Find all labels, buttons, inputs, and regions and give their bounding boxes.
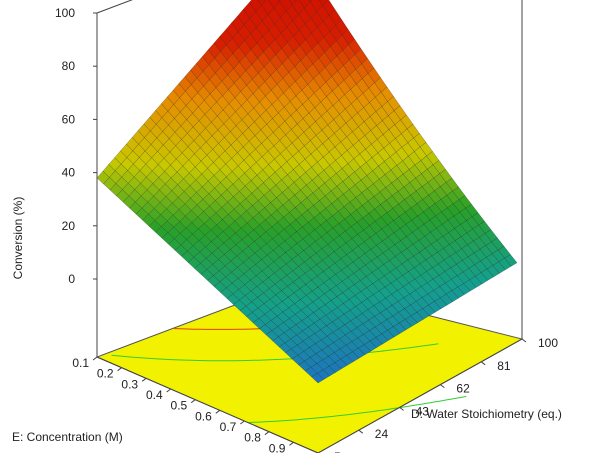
- y-tick-label: 62: [456, 382, 470, 396]
- contour-line: [247, 395, 467, 424]
- x-tick-label: 0.7: [220, 420, 237, 434]
- x-tick-label: 0.2: [97, 367, 114, 381]
- x-tick-label: 0.1: [72, 356, 89, 370]
- x-tick-label: 0.8: [244, 431, 261, 445]
- z-tick-label: 40: [62, 166, 76, 180]
- x-tick-mark: [166, 388, 171, 393]
- top-left-edge: [96, 0, 133, 14]
- z-tick-label: 80: [62, 59, 76, 73]
- y-tick-label: 100: [538, 336, 558, 350]
- x-tick-mark: [240, 420, 245, 425]
- y-tick-label: 43: [416, 404, 430, 418]
- y-tick-label: 24: [375, 427, 389, 441]
- surface-cell: [311, 373, 325, 384]
- x-tick-label: 0.5: [171, 399, 188, 413]
- x-tick-mark: [289, 441, 294, 446]
- response-surface: [96, 0, 518, 384]
- x-tick-label: 0.4: [146, 388, 163, 402]
- x-tick-label: 0.6: [195, 409, 212, 423]
- y-tick-mark: [399, 406, 404, 411]
- z-tick-label: 60: [62, 112, 76, 126]
- z-tick-label: 20: [62, 219, 76, 233]
- y-tick-mark: [440, 384, 445, 389]
- front-left-edge: [96, 356, 319, 453]
- y-tick-mark: [358, 429, 364, 434]
- y-tick-mark: [480, 361, 486, 366]
- x-tick-mark: [215, 409, 221, 414]
- surface-cell: [308, 0, 313, 3]
- front-right-edge: [317, 338, 523, 453]
- x-tick-mark: [92, 356, 98, 361]
- z-axis-label: Conversion (%): [11, 197, 25, 280]
- x-tick-mark: [141, 377, 147, 382]
- x-tick-label: 0.9: [269, 441, 286, 453]
- z-tick-label: 0: [68, 272, 75, 286]
- x-axis-label: E: Concentration (M): [12, 430, 123, 444]
- x-tick-mark: [264, 431, 270, 436]
- box-edges: [96, 338, 523, 453]
- x-tick-mark: [190, 399, 196, 404]
- y-tick-label: 81: [497, 359, 511, 373]
- y-tick-mark: [521, 338, 527, 343]
- x-tick-mark: [117, 367, 122, 372]
- x-tick-label: 0.3: [121, 377, 138, 391]
- surface-cell: [278, 0, 282, 3]
- y-axis-label: D: Water Stoichiometry (eq.): [411, 407, 562, 421]
- z-tick-label: 100: [55, 6, 75, 20]
- axis-ticks: 0 20 40 60 80 100 0.1 0.2 0.3 0.4 0.5 0.6 0.7 0.8 0.9 1…: [55, 6, 558, 453]
- y-tick-label: 5: [334, 450, 341, 453]
